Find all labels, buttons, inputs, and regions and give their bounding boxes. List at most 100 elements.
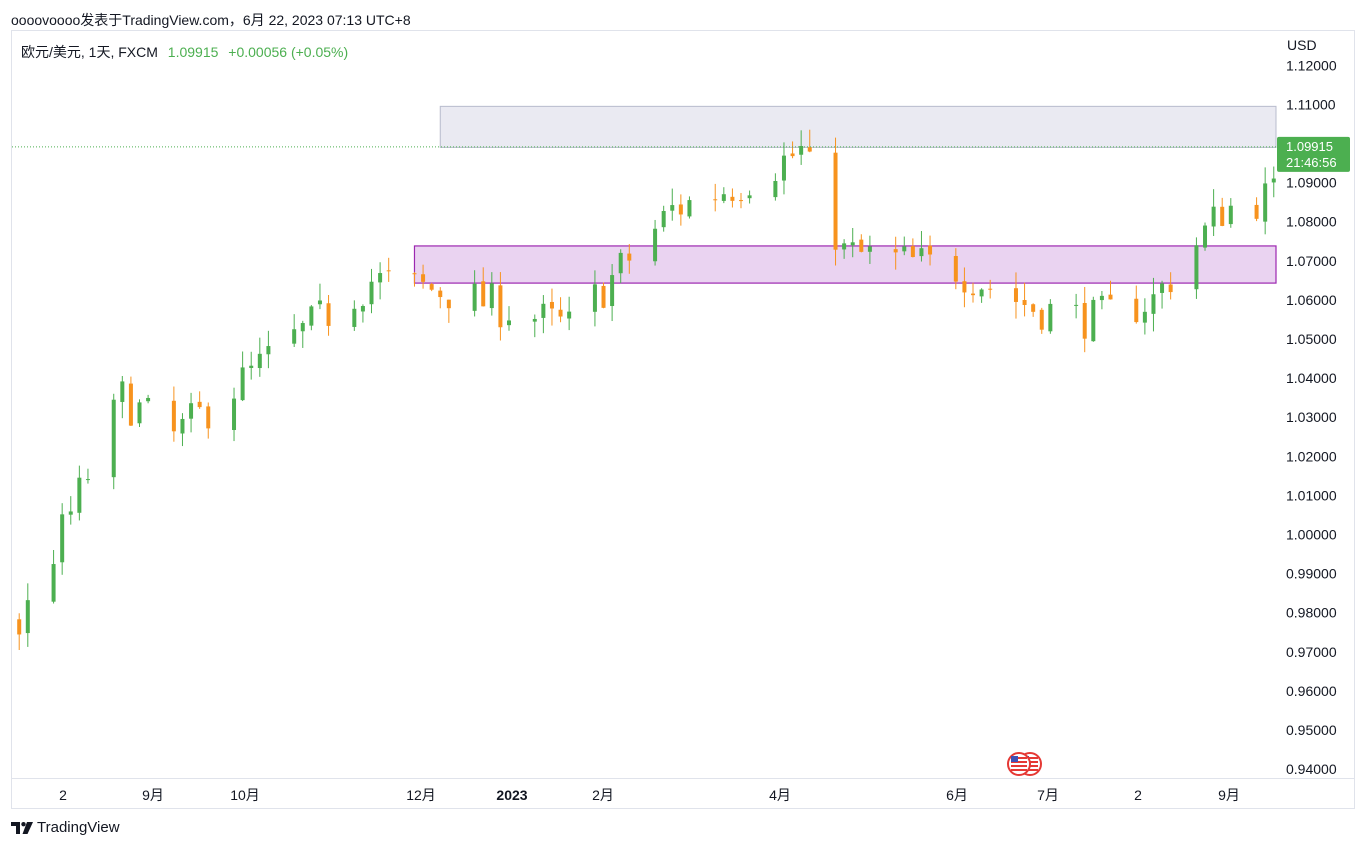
candle-body	[1168, 284, 1173, 293]
price-tick-label: 1.08000	[1286, 214, 1337, 230]
candle	[653, 219, 658, 266]
candle-body	[17, 619, 22, 635]
candle	[1134, 285, 1139, 324]
candle-body	[678, 204, 683, 215]
brand[interactable]: TradingView	[11, 819, 120, 836]
candle-body	[438, 290, 443, 298]
candle	[1211, 189, 1216, 237]
candle-body	[541, 303, 546, 318]
candle-body	[429, 284, 434, 290]
candle-body	[919, 248, 924, 257]
time-tick-label: 4月	[769, 787, 791, 803]
candle-body	[206, 406, 211, 429]
candle-body	[928, 245, 933, 255]
candle-body	[1013, 288, 1018, 302]
candle-body	[1160, 283, 1165, 293]
candle-body	[592, 284, 597, 312]
time-tick-label: 12月	[406, 787, 436, 803]
candle	[412, 272, 417, 287]
candle	[180, 413, 185, 447]
candle-body	[867, 246, 872, 252]
candle-body	[197, 401, 202, 408]
candle-body	[1142, 311, 1147, 323]
candle-body	[498, 285, 503, 328]
candle	[60, 503, 65, 575]
candle-body	[360, 306, 365, 312]
candle	[842, 239, 847, 259]
candle-body	[60, 514, 65, 563]
currency-label[interactable]: USD	[1287, 37, 1317, 53]
chart-frame	[11, 30, 1355, 809]
candle	[1254, 197, 1259, 222]
candle-body	[146, 397, 151, 402]
candle-body	[326, 303, 331, 326]
candle	[1013, 272, 1018, 319]
symbol-label[interactable]: 欧元/美元, 1天, FXCM	[21, 44, 158, 60]
candle-body	[378, 273, 383, 283]
flag-stripe	[1011, 761, 1027, 763]
candle-body	[1228, 205, 1233, 225]
candle-body	[120, 381, 125, 402]
candle-body	[85, 479, 90, 481]
price-tick-label: 0.98000	[1286, 605, 1337, 621]
candle-body	[1099, 295, 1104, 301]
candle	[352, 300, 357, 331]
candle-body	[661, 211, 666, 228]
candle-body	[859, 239, 864, 252]
candle-body	[1022, 300, 1027, 305]
time-tick-label: 2023	[496, 787, 527, 803]
candle-body	[773, 181, 778, 198]
bar-countdown: 21:46:56	[1286, 155, 1337, 170]
candle	[1168, 272, 1173, 300]
candle-body	[1151, 294, 1156, 314]
candle-body	[730, 196, 735, 201]
candle-body	[1211, 206, 1216, 227]
candle-body	[618, 252, 623, 274]
candle	[541, 295, 546, 334]
candle-body	[1194, 245, 1199, 290]
candle-body	[988, 288, 993, 290]
candle	[317, 283, 322, 310]
flag-stripe	[1022, 757, 1038, 759]
candle	[1194, 237, 1199, 299]
candle-body	[1271, 178, 1276, 183]
candle-body	[850, 242, 855, 246]
candle	[962, 267, 967, 308]
candle	[627, 244, 632, 274]
candle	[171, 386, 176, 442]
candle	[498, 272, 503, 341]
candle-body	[1134, 298, 1139, 323]
candle	[421, 264, 426, 289]
candle	[532, 314, 537, 338]
candle	[137, 399, 142, 428]
candle	[807, 129, 812, 153]
flag-stripe	[1011, 769, 1027, 771]
candles-layer	[17, 129, 1276, 650]
candle	[51, 549, 56, 604]
candle-body	[979, 289, 984, 297]
candle-body	[842, 243, 847, 250]
candle-body	[292, 329, 297, 344]
candle	[369, 268, 374, 314]
candle-body	[386, 270, 391, 272]
candle-body	[1203, 225, 1208, 248]
candle	[558, 297, 563, 323]
price-tick-label: 0.95000	[1286, 722, 1337, 738]
eu-flag-icon[interactable]	[1007, 752, 1031, 776]
candle	[111, 393, 116, 490]
candle-body	[532, 318, 537, 322]
candle	[859, 234, 864, 253]
candle	[971, 282, 976, 303]
candle	[429, 282, 434, 292]
candle	[928, 235, 933, 266]
price-tick-label: 1.02000	[1286, 448, 1337, 464]
candle	[1108, 280, 1113, 300]
candle	[232, 387, 237, 442]
brand-name: TradingView	[37, 819, 120, 836]
price-tick-label: 1.05000	[1286, 331, 1337, 347]
price-tick-label: 1.06000	[1286, 292, 1337, 308]
candle	[1160, 280, 1165, 309]
candle-body	[1082, 302, 1087, 339]
candle-body	[610, 275, 615, 307]
